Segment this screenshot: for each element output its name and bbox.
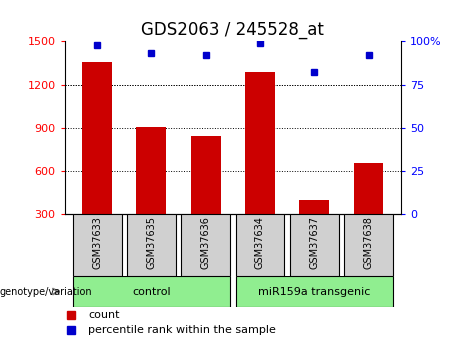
Text: genotype/variation: genotype/variation: [0, 287, 93, 296]
Bar: [354, 163, 384, 214]
Bar: [73, 276, 230, 307]
Text: count: count: [88, 310, 119, 320]
Bar: [290, 214, 339, 276]
Text: GSM37638: GSM37638: [364, 216, 373, 269]
Bar: [344, 214, 393, 276]
Bar: [299, 199, 329, 214]
Text: percentile rank within the sample: percentile rank within the sample: [88, 325, 276, 335]
Bar: [236, 276, 393, 307]
Bar: [82, 61, 112, 214]
Text: GSM37634: GSM37634: [255, 216, 265, 269]
Bar: [181, 214, 230, 276]
Bar: [136, 127, 166, 214]
Text: control: control: [132, 287, 171, 296]
Bar: [73, 214, 122, 276]
Bar: [245, 71, 275, 214]
Text: GSM37637: GSM37637: [309, 216, 319, 269]
Text: GSM37636: GSM37636: [201, 216, 211, 269]
Title: GDS2063 / 245528_at: GDS2063 / 245528_at: [142, 21, 324, 39]
Text: GSM37635: GSM37635: [147, 216, 156, 269]
Bar: [191, 136, 221, 214]
Text: GSM37633: GSM37633: [92, 216, 102, 269]
Bar: [236, 214, 284, 276]
Bar: [127, 214, 176, 276]
Text: miR159a transgenic: miR159a transgenic: [258, 287, 370, 296]
